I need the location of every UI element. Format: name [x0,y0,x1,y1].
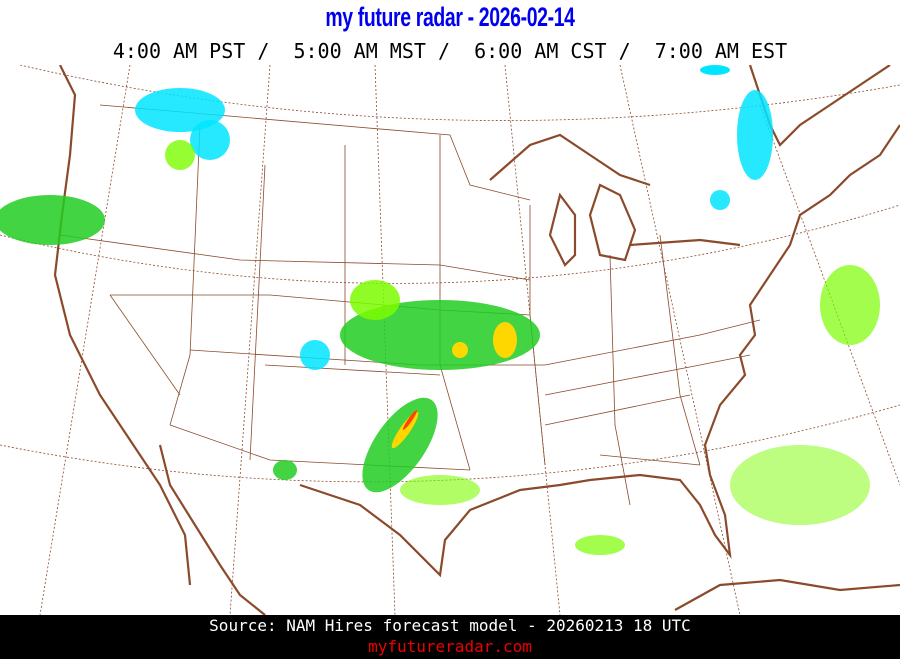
rain-area-west-texas [273,460,297,480]
rain-area-bahamas [730,445,870,525]
snow-area-idaho [190,120,230,160]
rain-area-central-plains [340,300,540,370]
rain-area-northern-california [0,195,105,245]
intense-rain-oklahoma [402,410,418,430]
heavy-rain-kansas [452,342,468,358]
lat-lon-grid [0,65,900,615]
snow-area-ny [710,190,730,210]
forecast-time-zones: 4:00 AM PST / 5:00 AM MST / 6:00 AM CST … [112,39,788,63]
radar-map [0,65,900,615]
rain-area-atlantic [820,265,880,345]
snow-area-colorado [300,340,330,370]
snow-area-pacific-northwest [135,88,225,132]
heavy-rain-missouri [493,322,517,358]
rain-area-kansas-north [350,280,400,320]
rain-precipitation [0,140,880,555]
page-title: my future radar - 2026-02-14 [325,2,575,32]
site-link[interactable]: myfutureradar.com [368,637,532,656]
rain-area-washington [165,140,195,170]
footer: Source: NAM Hires forecast model - 20260… [0,615,900,659]
rain-area-oklahoma-texas [362,397,438,493]
rain-area-central-texas [400,475,480,505]
snow-precipitation [135,65,773,370]
model-source: Source: NAM Hires forecast model - 20260… [209,616,691,635]
snow-area-canada [700,65,730,75]
rain-area-gulf [575,535,625,555]
coastline [53,65,900,615]
snow-area-new-england [737,90,773,180]
